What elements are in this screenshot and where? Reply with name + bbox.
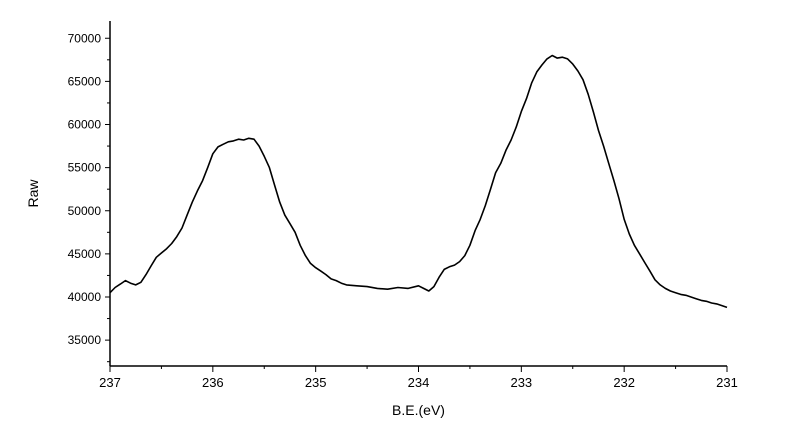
x-tick-label: 237 xyxy=(99,375,121,390)
y-tick-label: 55000 xyxy=(68,161,102,175)
y-tick-label: 50000 xyxy=(68,204,102,218)
y-tick-label: 65000 xyxy=(68,74,102,88)
x-tick-label: 232 xyxy=(613,375,635,390)
y-tick-label: 45000 xyxy=(68,247,102,261)
x-axis-label: B.E.(eV) xyxy=(392,402,445,418)
x-tick-label: 233 xyxy=(510,375,532,390)
x-tick-label: 235 xyxy=(305,375,327,390)
y-tick-label: 35000 xyxy=(68,333,102,347)
y-axis-label: Raw xyxy=(25,179,41,208)
y-tick-label: 70000 xyxy=(68,31,102,45)
y-axis-ticks: 35000 40000 45000 50000 55000 60000 65000 70000 xyxy=(68,31,110,363)
axes xyxy=(109,21,727,367)
series-line xyxy=(109,54,728,309)
x-tick-label: 236 xyxy=(202,375,224,390)
y-tick-label: 40000 xyxy=(68,290,102,304)
x-axis-ticks: 237 236 235 234 233 232 231 xyxy=(99,366,738,390)
y-tick-label: 60000 xyxy=(68,118,102,132)
x-tick-label: 231 xyxy=(716,375,738,390)
x-tick-label: 234 xyxy=(408,375,430,390)
